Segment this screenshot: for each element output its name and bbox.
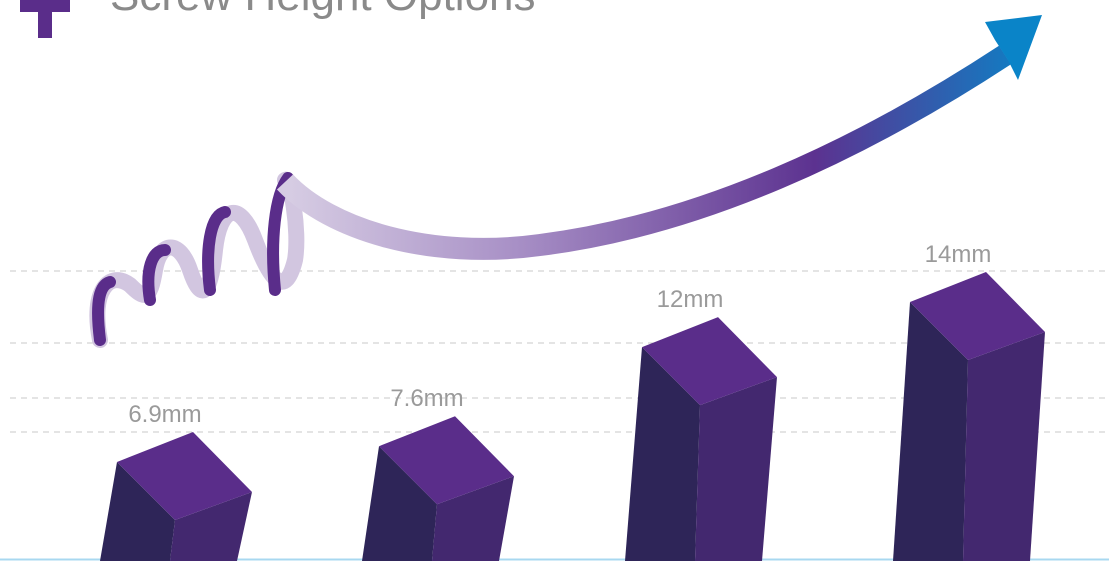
bar-left-face	[362, 446, 437, 561]
bar-top-face	[910, 272, 1045, 360]
bar	[362, 416, 514, 561]
bar-right-face	[170, 492, 252, 561]
value-label: 7.6mm	[390, 385, 463, 412]
value-label: 14mm	[925, 241, 992, 268]
arrow-body	[276, 45, 1012, 260]
value-label: 6.9mm	[128, 401, 201, 428]
arrow-head	[985, 15, 1042, 80]
bar	[100, 432, 252, 561]
bar-right-face	[695, 377, 777, 561]
bar-left-face	[625, 347, 700, 561]
spiral	[89, 171, 305, 348]
plus-icon	[20, 0, 70, 12]
bar	[625, 317, 777, 561]
bar-left-face	[893, 302, 968, 561]
bar-right-face	[963, 332, 1045, 561]
bar-top-face	[117, 432, 252, 520]
bar-left-face	[100, 462, 175, 561]
chart-title: Screw Height Options	[110, 0, 536, 20]
value-label: 12mm	[657, 286, 724, 313]
bar-top-face	[642, 317, 777, 406]
bar	[893, 272, 1045, 561]
bar-right-face	[432, 476, 514, 561]
bar-top-face	[379, 416, 514, 505]
